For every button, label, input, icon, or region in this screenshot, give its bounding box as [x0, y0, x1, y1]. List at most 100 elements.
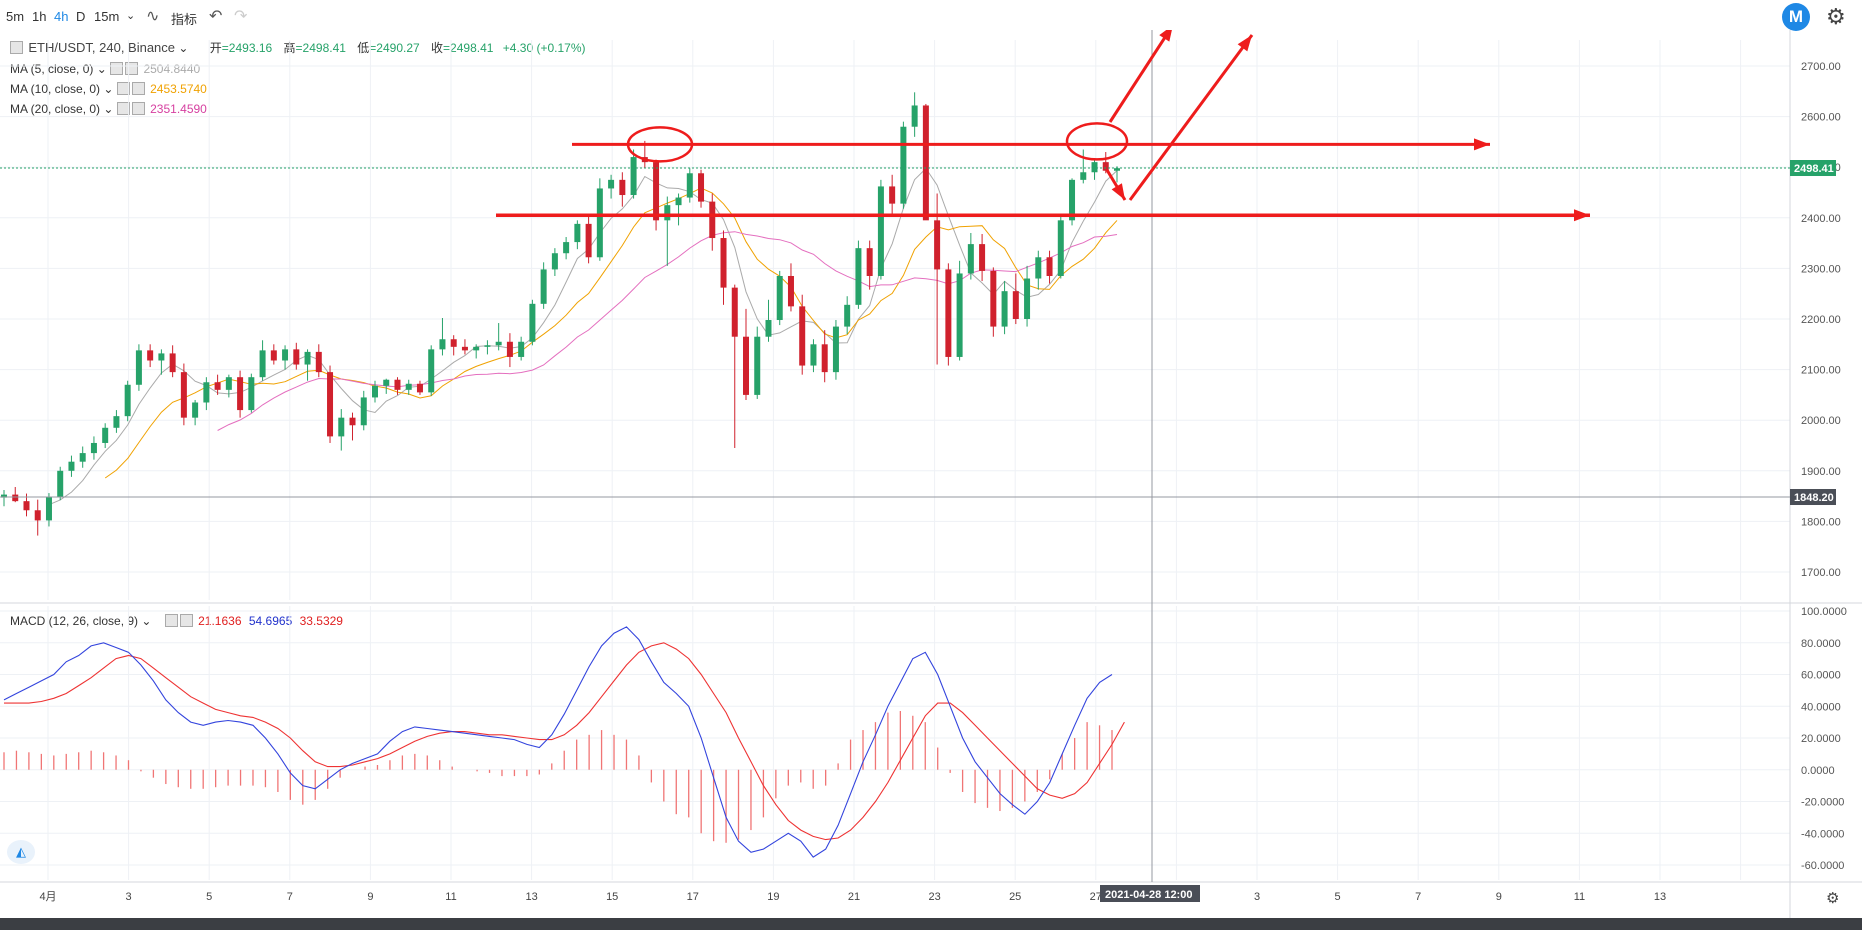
- ma20-value: 2351.4590: [150, 102, 207, 116]
- collapse-icon[interactable]: [10, 41, 23, 54]
- price-chart[interactable]: 2700.002600.002500.002400.002300.002200.…: [0, 30, 1862, 918]
- time-tick-label: 27: [1090, 891, 1102, 903]
- candle-body: [821, 344, 828, 373]
- candle-body: [787, 275, 794, 307]
- ma20-remove-icon[interactable]: [131, 102, 145, 115]
- close-value: =2498.41: [443, 41, 494, 55]
- close-label: 收: [431, 41, 444, 55]
- time-tick-label: 23: [928, 891, 940, 903]
- candle-body: [1057, 220, 1064, 276]
- candle-body: [349, 417, 356, 426]
- symbol-dropdown-icon[interactable]: ⌄: [178, 41, 189, 55]
- macd-tick-label: -60.0000: [1801, 860, 1844, 872]
- candle-body: [743, 336, 749, 395]
- indicators-button[interactable]: 指标: [171, 12, 198, 27]
- time-tick-label: 7: [287, 891, 293, 903]
- candle-body: [1046, 257, 1053, 276]
- candle-body: [1024, 278, 1031, 319]
- macd-tick-label: 60.0000: [1801, 670, 1841, 682]
- candle-body: [147, 350, 154, 361]
- breakout-arrow-2-head: [1237, 35, 1252, 52]
- resistance-arrow-head: [1474, 138, 1490, 151]
- candle-body: [293, 349, 300, 365]
- axis-settings-gear-icon[interactable]: ⚙: [1826, 890, 1840, 907]
- candle-body: [23, 501, 30, 511]
- ma20-legend[interactable]: MA (20, close, 0) ⌄ 2351.4590: [10, 102, 207, 116]
- candle-body: [484, 345, 491, 347]
- candle-body: [68, 461, 75, 471]
- candle-body: [1035, 257, 1042, 279]
- interval-dropdown-icon[interactable]: ⌄: [126, 10, 136, 22]
- time-tick-label: 19: [767, 891, 779, 903]
- high-value: =2498.41: [295, 41, 346, 55]
- settings-gear-icon[interactable]: ⚙: [1826, 4, 1846, 29]
- macd-signal-value: 33.5329: [299, 614, 343, 628]
- candle-body: [372, 385, 378, 398]
- current-price-tag-label: 2498.41: [1794, 163, 1834, 175]
- interval-1h[interactable]: 1h: [32, 9, 47, 24]
- candle-body: [169, 353, 176, 373]
- crosshair-price-label: 1848.20: [1794, 492, 1834, 504]
- candle-body: [922, 105, 929, 221]
- candle-body: [630, 157, 637, 196]
- candle-body: [934, 220, 941, 270]
- candle-body: [900, 126, 907, 204]
- macd-visibility-icon[interactable]: [164, 614, 178, 627]
- candle-body: [90, 442, 97, 454]
- redo-icon[interactable]: ↷: [234, 8, 248, 25]
- candle-body: [34, 510, 41, 521]
- candle-body: [608, 179, 615, 189]
- breakout-arrow-2: [1128, 34, 1254, 201]
- macd-label[interactable]: MACD (12, 26, close, 9): [10, 614, 139, 628]
- ma10-visibility-icon[interactable]: [116, 82, 130, 95]
- ma10-remove-icon[interactable]: [131, 82, 145, 95]
- candle-body: [135, 350, 142, 385]
- ma20-label[interactable]: MA (20, close, 0): [10, 102, 101, 116]
- macd-line-value: 54.6965: [248, 614, 293, 628]
- candle-body: [698, 173, 705, 202]
- top-ellipse-left: [626, 126, 694, 163]
- ma10-label[interactable]: MA (10, close, 0): [10, 82, 101, 96]
- breakout-arrow-1-head: [1159, 30, 1172, 42]
- ma10-legend[interactable]: MA (10, close, 0) ⌄ 2453.5740: [10, 82, 207, 96]
- price-tick-label: 2000.00: [1801, 415, 1841, 427]
- candle-body: [518, 341, 525, 357]
- price-tick-label: 1700.00: [1801, 567, 1841, 579]
- low-label: 低: [357, 41, 370, 55]
- candle-body: [1012, 291, 1019, 319]
- candle-body: [675, 197, 682, 206]
- interval-15m[interactable]: 15m: [94, 9, 120, 24]
- price-tick-label: 2300.00: [1801, 263, 1841, 275]
- price-tick-label: 1800.00: [1801, 516, 1841, 528]
- ma5-visibility-icon[interactable]: [110, 62, 124, 75]
- indicators-icon[interactable]: ∿: [146, 8, 160, 25]
- ma20-visibility-icon[interactable]: [116, 102, 130, 115]
- macd-remove-icon[interactable]: [179, 614, 193, 627]
- candle-body: [416, 383, 423, 393]
- app-logo[interactable]: M: [1782, 3, 1810, 31]
- candle-body: [225, 377, 232, 390]
- candle-body: [495, 341, 502, 346]
- candle-body: [124, 384, 131, 417]
- candle-body: [450, 339, 457, 347]
- tradingview-logo-icon[interactable]: ◭: [7, 840, 35, 864]
- ma5-line: [48, 167, 1118, 506]
- pullback-arrow-head: [1111, 183, 1125, 200]
- undo-icon[interactable]: ↶: [209, 8, 223, 25]
- interval-d[interactable]: D: [76, 9, 86, 24]
- macd-tick-label: 0.0000: [1801, 765, 1835, 777]
- candle-body: [45, 497, 52, 521]
- symbol-title[interactable]: ETH/USDT, 240, Binance: [28, 40, 176, 55]
- breakout-arrow-1: [1108, 30, 1172, 123]
- candle-body: [664, 205, 671, 221]
- candle-body: [776, 275, 783, 321]
- candle-body: [327, 372, 334, 437]
- candle-body: [979, 244, 986, 271]
- candle-body: [102, 427, 109, 443]
- macd-tick-label: 80.0000: [1801, 638, 1841, 650]
- interval-4h[interactable]: 4h: [54, 9, 69, 24]
- interval-5m[interactable]: 5m: [6, 9, 25, 24]
- candle-body: [832, 326, 839, 373]
- candle-body: [585, 223, 592, 258]
- candle-body: [405, 383, 412, 390]
